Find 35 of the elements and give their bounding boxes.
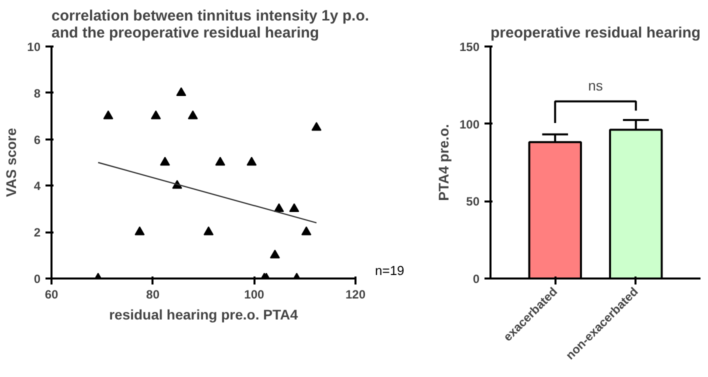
y-axis-title: PTA4 pre.o.	[435, 124, 452, 201]
x-tick-label: 120	[345, 288, 366, 302]
y-tick-label: 10	[27, 40, 41, 54]
y-tick-label: 6	[34, 132, 41, 147]
point	[204, 226, 214, 236]
y-tick-label: 150	[459, 40, 480, 54]
point	[274, 203, 284, 212]
point	[160, 156, 170, 166]
point	[103, 110, 114, 120]
x-tick-label: 100	[244, 288, 265, 302]
y-tick-label: 0	[34, 272, 41, 286]
chart-title: preoperative residual hearing	[490, 24, 701, 42]
point	[311, 122, 322, 131]
point	[188, 110, 198, 120]
point	[150, 110, 161, 120]
y-tick-label: 4	[34, 179, 41, 194]
point	[246, 156, 257, 166]
point	[270, 250, 280, 258]
x-tick-label: 80	[146, 288, 160, 302]
text: n=19	[375, 262, 404, 280]
y-tick-label: 100	[459, 117, 480, 132]
annotation: ns	[588, 77, 603, 94]
point	[176, 87, 186, 96]
x-axis-title: residual hearing pre.o. PTA4	[109, 306, 298, 322]
y-tick-label: 50	[466, 194, 480, 209]
point	[289, 203, 300, 212]
point	[215, 156, 226, 166]
y-axis-title: VAS score	[3, 128, 20, 197]
y-tick-label: 8	[34, 86, 41, 100]
x-tick-label: 60	[44, 288, 58, 302]
point	[301, 226, 312, 236]
chart-title: correlation between tinnitus intensity 1y p.o. and the preoperative residual hearing	[52, 8, 370, 42]
y-tick-label: 2	[34, 226, 41, 240]
point	[134, 226, 145, 236]
y-tick-label: 0	[472, 272, 480, 286]
